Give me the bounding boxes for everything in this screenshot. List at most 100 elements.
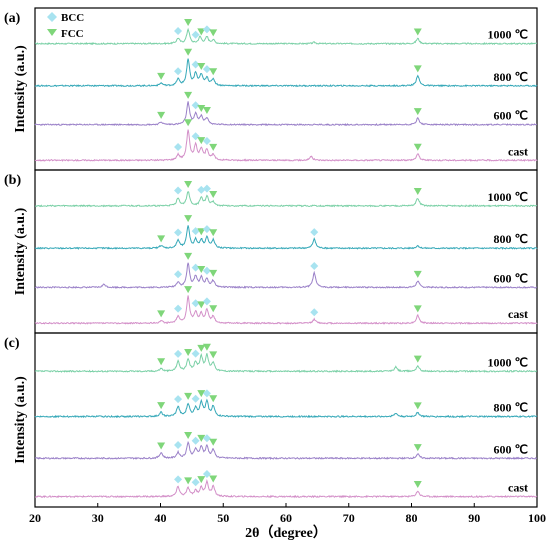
- series-line: [34, 225, 538, 251]
- panel-label: (a): [4, 11, 21, 26]
- fcc-marker: [184, 215, 193, 223]
- fcc-marker: [157, 310, 166, 318]
- bcc-marker: [191, 436, 200, 445]
- fcc-marker: [209, 29, 218, 37]
- bcc-marker: [174, 186, 183, 195]
- fcc-marker: [209, 143, 218, 151]
- x-tick-label: 50: [217, 511, 229, 525]
- bcc-marker: [174, 270, 183, 279]
- x-tick-label: 70: [343, 511, 355, 525]
- fcc-marker: [197, 301, 206, 309]
- series-line: [34, 352, 538, 373]
- fcc-marker: [202, 107, 211, 115]
- bcc-marker: [191, 299, 200, 308]
- fcc-marker: [184, 91, 193, 99]
- series-label: cast: [508, 144, 528, 158]
- series-line: [35, 27, 538, 46]
- x-tick-label: 20: [29, 511, 41, 525]
- fcc-marker: [413, 402, 422, 410]
- panel-b: (b) Intensity (a.u.) 1000 ℃ 800 ℃ 600 ℃ cast: [4, 169, 538, 334]
- x-axis: 20 30 40 50 60 70 80 90 100 2θ（degree）: [29, 503, 546, 541]
- series-line: [34, 101, 538, 127]
- bcc-marker: [197, 185, 206, 194]
- fcc-marker: [184, 392, 193, 400]
- legend: BCC FCC: [47, 12, 84, 40]
- fcc-marker: [209, 191, 218, 199]
- bcc-marker: [191, 263, 200, 272]
- fcc-marker: [157, 358, 166, 366]
- fcc-marker: [197, 228, 206, 236]
- fcc-marker: [184, 119, 193, 127]
- bcc-marker: [202, 469, 211, 478]
- bcc-marker: [174, 304, 183, 313]
- bcc-marker: [202, 25, 211, 34]
- fcc-marker: [413, 188, 422, 196]
- bcc-marker: [174, 26, 183, 35]
- series-label: 800 ℃: [494, 232, 528, 246]
- bcc-marker: [202, 137, 211, 146]
- bcc-marker: [202, 225, 211, 234]
- x-tick-label: 60: [280, 511, 292, 525]
- fcc-marker: [209, 305, 218, 313]
- bcc-marker: [191, 394, 200, 403]
- fcc-marker: [157, 72, 166, 80]
- bcc-marker: [174, 440, 183, 449]
- fcc-marker: [197, 63, 206, 71]
- bcc-marker: [310, 261, 319, 270]
- fcc-marker: [184, 19, 193, 27]
- panel-a: (a) Intensity (a.u.) 1000 ℃ 800 ℃ 600 ℃ cast: [4, 7, 538, 171]
- fcc-marker: [157, 442, 166, 450]
- series-label: cast: [508, 307, 528, 321]
- fcc-marker: [209, 438, 218, 446]
- x-tick-label: 40: [155, 511, 167, 525]
- legend-label-bcc: BCC: [61, 12, 84, 24]
- bcc-marker: [202, 389, 211, 398]
- fcc-marker: [184, 477, 193, 485]
- fcc-marker: [209, 229, 218, 237]
- bcc-marker: [191, 101, 200, 110]
- fcc-marker: [157, 111, 166, 119]
- series-line: [34, 262, 538, 289]
- series-label: 1000 ℃: [488, 28, 528, 42]
- bcc-marker: [202, 266, 211, 275]
- fcc-marker: [197, 104, 206, 112]
- series-line: [34, 295, 538, 325]
- series-label: 600 ℃: [494, 109, 528, 123]
- fcc-marker: [209, 395, 218, 403]
- bcc-marker: [174, 349, 183, 358]
- series-line: [34, 129, 538, 162]
- series-line: [34, 479, 538, 499]
- fcc-marker: [184, 286, 193, 294]
- panel-frame: [34, 169, 538, 334]
- fcc-marker: [157, 402, 166, 410]
- fcc-marker: [413, 355, 422, 363]
- bcc-marker: [174, 228, 183, 237]
- fcc-marker: [197, 137, 206, 145]
- bcc-marker: [191, 478, 200, 487]
- series-line: [34, 58, 538, 88]
- x-tick-label: 100: [528, 511, 546, 525]
- series-label: 600 ℃: [494, 271, 528, 285]
- series-line: [34, 398, 538, 419]
- bcc-marker: [191, 349, 200, 358]
- fcc-marker: [184, 252, 193, 260]
- bcc-legend-marker: [47, 12, 57, 22]
- series-line: [34, 440, 538, 461]
- x-tick-label: 90: [468, 511, 480, 525]
- fcc-marker: [413, 28, 422, 36]
- series-label: 1000 ℃: [488, 190, 528, 204]
- fcc-marker: [157, 235, 166, 243]
- fcc-marker: [184, 48, 193, 56]
- fcc-marker: [413, 143, 422, 151]
- bcc-marker: [174, 142, 183, 151]
- y-axis-label: Intensity (a.u.): [13, 207, 28, 295]
- fcc-marker: [197, 434, 206, 442]
- bcc-marker: [174, 475, 183, 484]
- bcc-marker: [191, 60, 200, 69]
- fcc-marker: [184, 181, 193, 189]
- fcc-marker: [413, 270, 422, 278]
- series-label: 600 ℃: [494, 442, 528, 456]
- fcc-marker: [197, 344, 206, 352]
- series-line: [35, 191, 538, 208]
